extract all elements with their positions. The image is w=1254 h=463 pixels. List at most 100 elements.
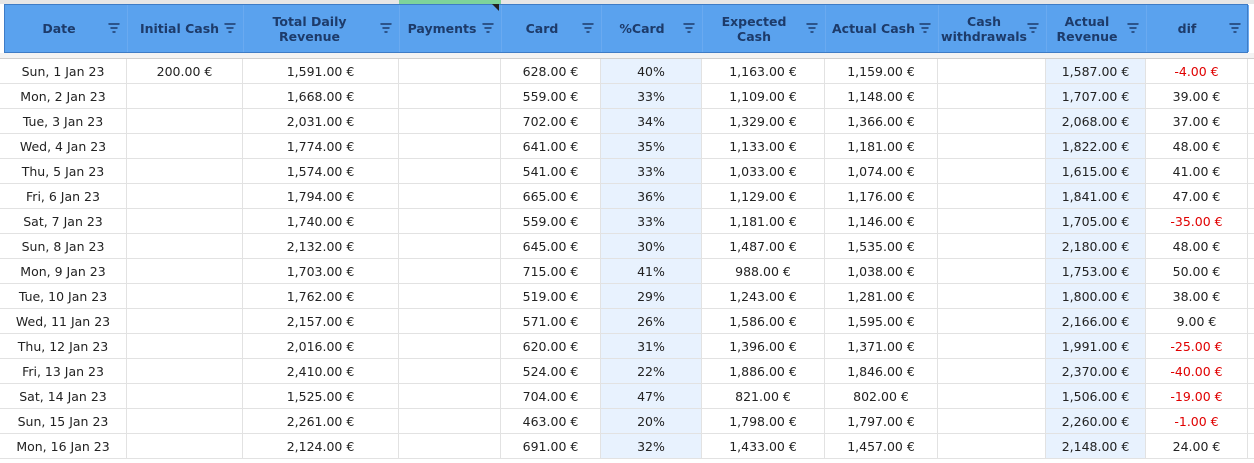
cell-actual-cash[interactable]: 1,535.00 € [825, 234, 938, 258]
cell-actual-revenue[interactable]: 1,615.00 € [1046, 159, 1146, 183]
cell-card[interactable]: 628.00 € [501, 59, 601, 83]
cell-dif[interactable]: 24.00 € [1146, 434, 1248, 458]
column-header-actual-revenue[interactable]: Actual Revenue [1047, 5, 1147, 52]
cell-actual-cash[interactable]: 1,797.00 € [825, 409, 938, 433]
cell-actual-revenue[interactable]: 1,506.00 € [1046, 384, 1146, 408]
cell-overflow[interactable] [1248, 234, 1254, 258]
cell-initial-cash[interactable] [127, 284, 243, 308]
cell-expected-cash[interactable]: 1,243.00 € [702, 284, 825, 308]
cell-payments[interactable] [399, 234, 501, 258]
cell-date[interactable]: Mon, 9 Jan 23 [0, 259, 127, 283]
cell-dif[interactable]: 37.00 € [1146, 109, 1248, 133]
cell-expected-cash[interactable]: 1,433.00 € [702, 434, 825, 458]
column-header-card[interactable]: Card [502, 5, 602, 52]
cell-cash-withdrawals[interactable] [938, 134, 1046, 158]
cell-initial-cash[interactable] [127, 234, 243, 258]
cell-total-daily-revenue[interactable]: 2,157.00 € [243, 309, 399, 333]
cell-pct-card[interactable]: 29% [601, 284, 702, 308]
cell-card[interactable]: 704.00 € [501, 384, 601, 408]
cell-overflow[interactable] [1248, 59, 1254, 83]
cell-card[interactable]: 524.00 € [501, 359, 601, 383]
cell-cash-withdrawals[interactable] [938, 209, 1046, 233]
cell-actual-revenue[interactable]: 1,991.00 € [1046, 334, 1146, 358]
cell-overflow[interactable] [1248, 384, 1254, 408]
cell-total-daily-revenue[interactable]: 2,031.00 € [243, 109, 399, 133]
column-header-dif[interactable]: dif [1147, 5, 1249, 52]
cell-total-daily-revenue[interactable]: 1,794.00 € [243, 184, 399, 208]
cell-actual-cash[interactable]: 802.00 € [825, 384, 938, 408]
cell-payments[interactable] [399, 409, 501, 433]
cell-payments[interactable] [399, 209, 501, 233]
cell-card[interactable]: 571.00 € [501, 309, 601, 333]
cell-date[interactable]: Thu, 12 Jan 23 [0, 334, 127, 358]
cell-actual-revenue[interactable]: 1,707.00 € [1046, 84, 1146, 108]
cell-actual-revenue[interactable]: 2,148.00 € [1046, 434, 1146, 458]
cell-date[interactable]: Thu, 5 Jan 23 [0, 159, 127, 183]
cell-cash-withdrawals[interactable] [938, 334, 1046, 358]
filter-icon[interactable] [1127, 22, 1139, 34]
cell-actual-revenue[interactable]: 1,800.00 € [1046, 284, 1146, 308]
cell-cash-withdrawals[interactable] [938, 309, 1046, 333]
filter-icon[interactable] [919, 22, 931, 34]
cell-initial-cash[interactable] [127, 134, 243, 158]
cell-cash-withdrawals[interactable] [938, 234, 1046, 258]
filter-icon[interactable] [380, 22, 392, 34]
column-header-payments[interactable]: Payments [400, 5, 502, 52]
cell-total-daily-revenue[interactable]: 2,016.00 € [243, 334, 399, 358]
cell-dif[interactable]: -19.00 € [1146, 384, 1248, 408]
cell-pct-card[interactable]: 33% [601, 209, 702, 233]
cell-dif[interactable]: -35.00 € [1146, 209, 1248, 233]
cell-total-daily-revenue[interactable]: 1,703.00 € [243, 259, 399, 283]
cell-date[interactable]: Tue, 3 Jan 23 [0, 109, 127, 133]
cell-cash-withdrawals[interactable] [938, 434, 1046, 458]
cell-expected-cash[interactable]: 1,181.00 € [702, 209, 825, 233]
cell-payments[interactable] [399, 84, 501, 108]
cell-expected-cash[interactable]: 988.00 € [702, 259, 825, 283]
cell-dif[interactable]: 9.00 € [1146, 309, 1248, 333]
cell-actual-cash[interactable]: 1,038.00 € [825, 259, 938, 283]
cell-card[interactable]: 541.00 € [501, 159, 601, 183]
cell-payments[interactable] [399, 384, 501, 408]
cell-dif[interactable]: -40.00 € [1146, 359, 1248, 383]
cell-overflow[interactable] [1248, 409, 1254, 433]
cell-actual-cash[interactable]: 1,457.00 € [825, 434, 938, 458]
cell-actual-revenue[interactable]: 2,370.00 € [1046, 359, 1146, 383]
cell-overflow[interactable] [1248, 334, 1254, 358]
cell-initial-cash[interactable] [127, 84, 243, 108]
cell-payments[interactable] [399, 109, 501, 133]
cell-dif[interactable]: 47.00 € [1146, 184, 1248, 208]
column-header-pct-card[interactable]: %Card [602, 5, 703, 52]
cell-dif[interactable]: 50.00 € [1146, 259, 1248, 283]
cell-card[interactable]: 715.00 € [501, 259, 601, 283]
cell-actual-revenue[interactable]: 2,260.00 € [1046, 409, 1146, 433]
cell-pct-card[interactable]: 32% [601, 434, 702, 458]
cell-actual-revenue[interactable]: 2,068.00 € [1046, 109, 1146, 133]
cell-pct-card[interactable]: 33% [601, 159, 702, 183]
cell-initial-cash[interactable] [127, 109, 243, 133]
cell-dif[interactable]: 48.00 € [1146, 134, 1248, 158]
cell-pct-card[interactable]: 33% [601, 84, 702, 108]
cell-pct-card[interactable]: 30% [601, 234, 702, 258]
cell-actual-revenue[interactable]: 1,705.00 € [1046, 209, 1146, 233]
cell-date[interactable]: Mon, 16 Jan 23 [0, 434, 127, 458]
cell-pct-card[interactable]: 41% [601, 259, 702, 283]
cell-expected-cash[interactable]: 1,396.00 € [702, 334, 825, 358]
cell-pct-card[interactable]: 34% [601, 109, 702, 133]
cell-expected-cash[interactable]: 1,798.00 € [702, 409, 825, 433]
cell-pct-card[interactable]: 35% [601, 134, 702, 158]
cell-date[interactable]: Sun, 1 Jan 23 [0, 59, 127, 83]
cell-date[interactable]: Mon, 2 Jan 23 [0, 84, 127, 108]
cell-initial-cash[interactable] [127, 359, 243, 383]
cell-cash-withdrawals[interactable] [938, 284, 1046, 308]
cell-date[interactable]: Sat, 7 Jan 23 [0, 209, 127, 233]
cell-pct-card[interactable]: 47% [601, 384, 702, 408]
filter-icon[interactable] [224, 22, 236, 34]
cell-payments[interactable] [399, 259, 501, 283]
cell-expected-cash[interactable]: 1,109.00 € [702, 84, 825, 108]
cell-initial-cash[interactable] [127, 309, 243, 333]
cell-overflow[interactable] [1248, 109, 1254, 133]
cell-payments[interactable] [399, 134, 501, 158]
cell-initial-cash[interactable] [127, 159, 243, 183]
cell-date[interactable]: Sun, 8 Jan 23 [0, 234, 127, 258]
cell-expected-cash[interactable]: 821.00 € [702, 384, 825, 408]
